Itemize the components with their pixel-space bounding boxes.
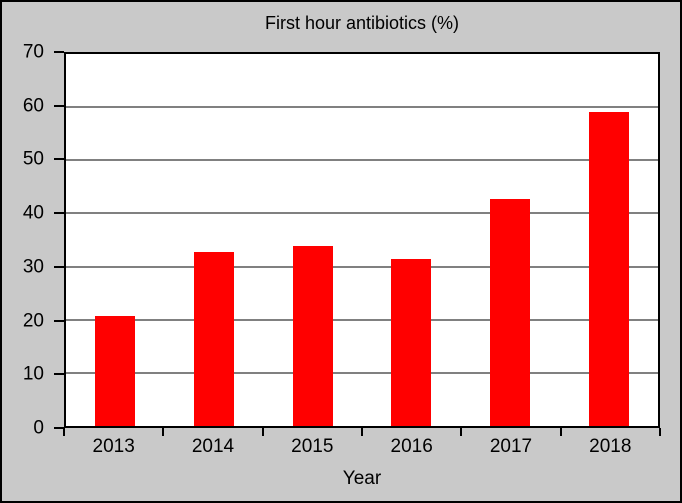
y-tick-30 (54, 265, 64, 268)
bar-2017 (490, 199, 530, 426)
chart-title: First hour antibiotics (%) (264, 13, 460, 33)
x-tick-label-2017: 2017 (489, 436, 533, 457)
y-tick-label-70: 70 (22, 41, 44, 63)
x-tick-0 (63, 428, 65, 436)
x-tick-1 (162, 428, 165, 436)
x-tick-6 (659, 428, 661, 436)
gridline-50 (66, 159, 658, 162)
y-tick-50 (54, 158, 64, 161)
bar-2016 (391, 259, 432, 426)
x-axis-tick-labels: 2013 2014 2015 2016 2017 2018 (64, 437, 660, 459)
x-tick-3 (361, 428, 363, 436)
x-tick-5 (559, 428, 562, 436)
x-tick-label-2013: 2013 (92, 436, 135, 457)
y-tick-70 (54, 51, 64, 53)
x-tick-label-2014: 2014 (191, 436, 235, 457)
gridline-60 (66, 106, 658, 109)
gridline-10 (66, 371, 658, 374)
y-tick-label-30: 30 (22, 256, 44, 278)
y-tick-label-50: 50 (22, 148, 44, 170)
gridline-40 (66, 212, 658, 215)
x-tick-4 (460, 428, 463, 436)
y-tick-60 (54, 104, 64, 107)
plot-area (64, 52, 660, 428)
x-tick-label-2015: 2015 (291, 436, 334, 457)
bar-2013 (95, 316, 136, 426)
y-tick-label-10: 10 (22, 363, 44, 385)
y-axis-ticks (54, 51, 64, 429)
y-tick-10 (54, 373, 64, 376)
y-tick-0 (54, 427, 64, 429)
bar-2018 (588, 112, 629, 426)
bar-2014 (194, 252, 234, 426)
x-axis-title: Year (342, 468, 382, 489)
y-tick-40 (54, 212, 64, 215)
y-tick-20 (54, 319, 64, 322)
bar-2015 (292, 245, 333, 426)
y-axis-tick-labels: 0 10 20 30 40 50 60 70 (2, 43, 44, 438)
x-tick-label-2018: 2018 (589, 436, 632, 457)
gridline-20 (66, 318, 658, 321)
gridline-30 (66, 265, 658, 268)
x-tick-2 (261, 428, 264, 436)
y-tick-label-0: 0 (33, 417, 44, 439)
x-tick-label-2016: 2016 (390, 436, 433, 457)
y-tick-label-20: 20 (22, 310, 44, 332)
y-tick-label-40: 40 (22, 202, 44, 224)
y-tick-label-60: 60 (22, 95, 44, 117)
x-axis-ticks (63, 428, 661, 436)
